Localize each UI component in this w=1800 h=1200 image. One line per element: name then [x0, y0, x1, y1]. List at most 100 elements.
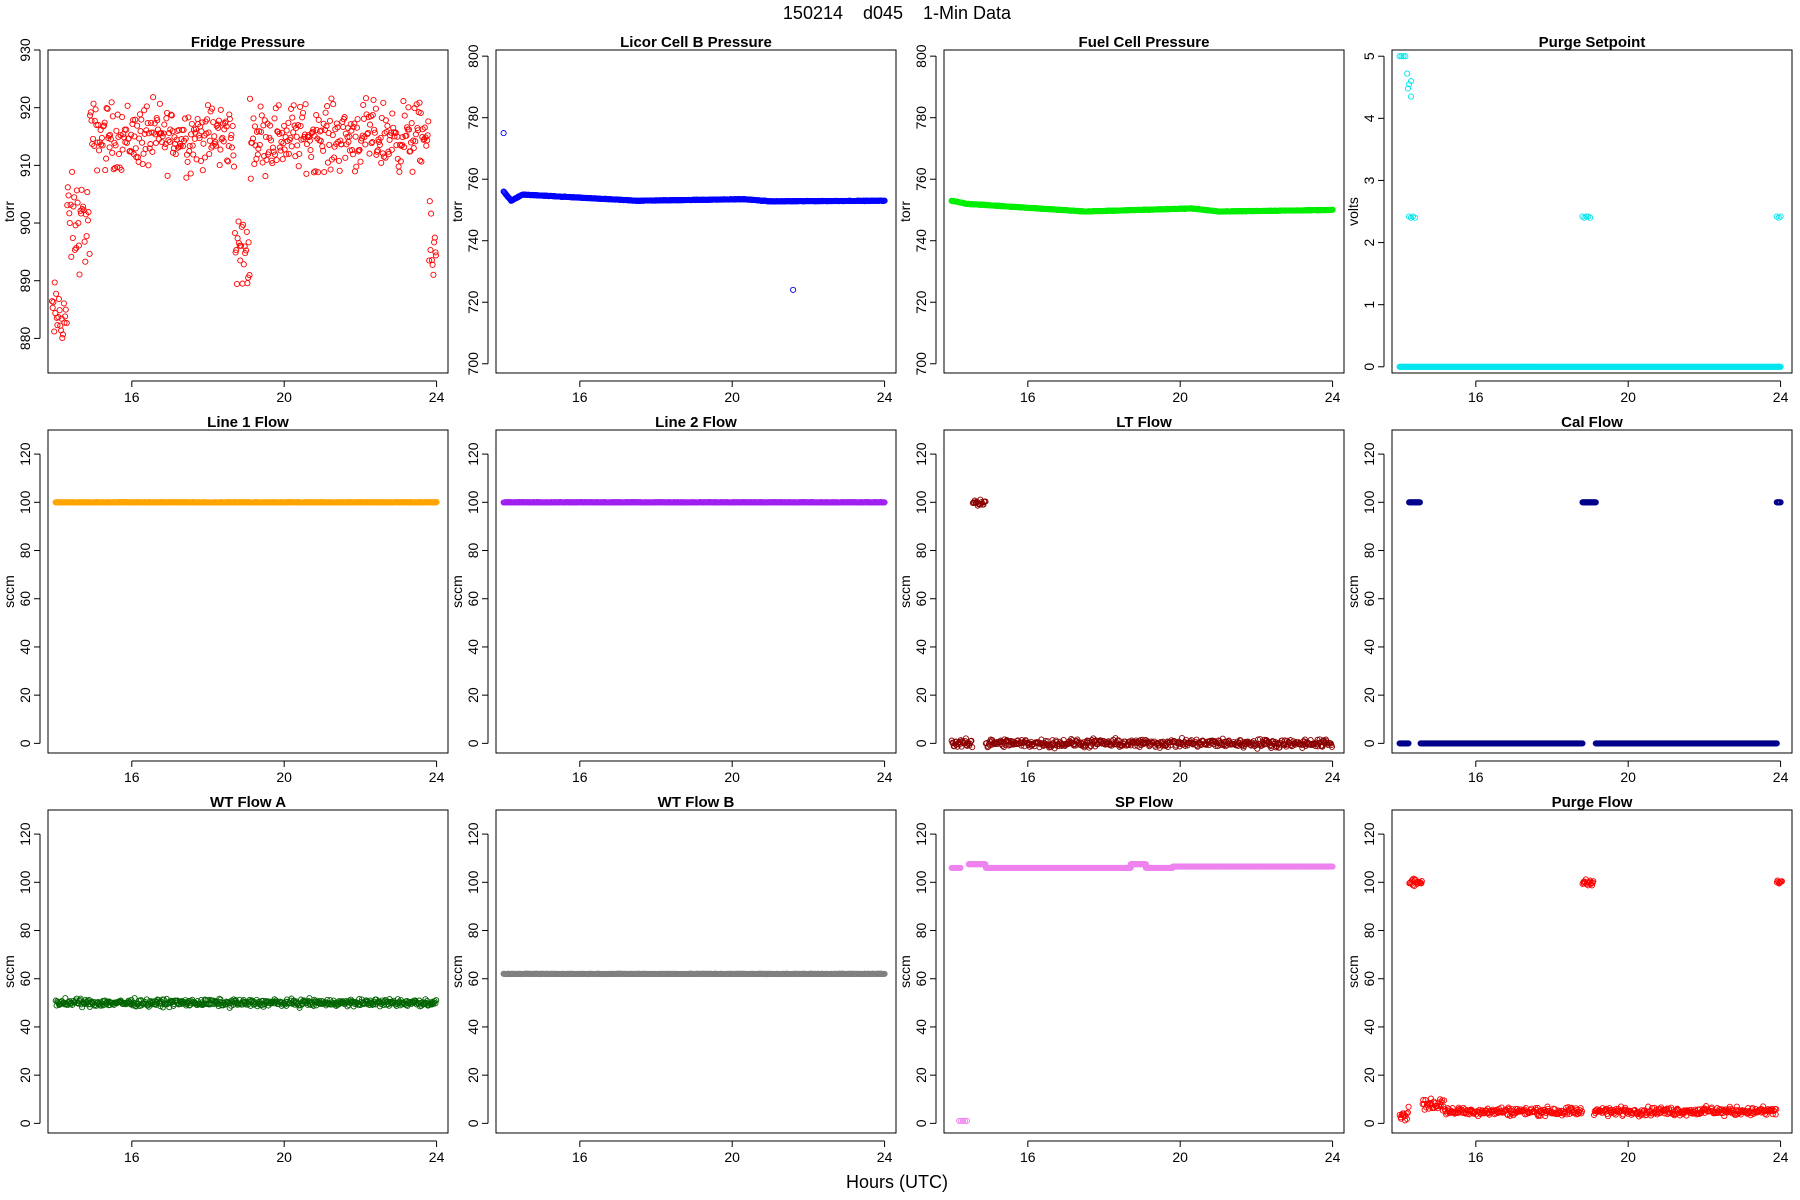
- plot-frame: [1391, 49, 1793, 374]
- data-point: [315, 116, 322, 123]
- data-point: [59, 331, 67, 338]
- data-point: [233, 280, 240, 288]
- data-point: [62, 995, 69, 1002]
- data-point: [1416, 499, 1423, 506]
- data-point: [326, 141, 333, 148]
- data-point: [101, 122, 108, 129]
- data-point: [388, 129, 395, 136]
- data-series: [948, 496, 1336, 752]
- data-point: [149, 148, 156, 155]
- data-point: [400, 98, 407, 105]
- data-point: [314, 169, 322, 176]
- data-point: [223, 123, 230, 130]
- data-point: [431, 234, 438, 241]
- y-axis-label: torr: [1, 201, 17, 222]
- data-point: [289, 114, 296, 121]
- data-point: [242, 250, 249, 257]
- data-point: [136, 135, 143, 142]
- data-point: [183, 174, 190, 181]
- data-point: [271, 115, 278, 122]
- data-point: [240, 221, 247, 228]
- y-tick-label: 80: [1361, 543, 1377, 559]
- data-point: [285, 119, 292, 126]
- x-tick-label: 24: [877, 389, 893, 405]
- data-point: [391, 133, 398, 140]
- data-point: [87, 109, 94, 116]
- panel-title: LT Flow: [1116, 414, 1172, 431]
- y-tick-label: 880: [17, 327, 33, 351]
- data-point: [323, 122, 330, 130]
- data-point: [387, 132, 394, 139]
- y-tick-label: 760: [465, 167, 481, 191]
- x-tick-label: 16: [572, 389, 588, 405]
- data-point: [137, 128, 144, 135]
- data-point: [107, 136, 114, 143]
- data-point: [1411, 214, 1418, 221]
- data-point: [372, 105, 379, 112]
- y-tick-label: 890: [17, 269, 33, 293]
- data-point: [110, 166, 117, 173]
- y-tick-label: 100: [17, 870, 33, 894]
- data-point: [219, 134, 226, 141]
- x-tick-label: 20: [1620, 769, 1636, 785]
- data-point: [380, 153, 387, 160]
- data-point: [357, 158, 364, 165]
- data-point: [237, 257, 244, 264]
- data-point: [1396, 53, 1403, 60]
- data-point: [306, 137, 313, 144]
- x-tick-label: 24: [1325, 389, 1341, 405]
- data-point: [263, 156, 270, 163]
- data-point: [267, 137, 275, 144]
- data-point: [312, 168, 319, 175]
- data-point: [61, 319, 68, 326]
- data-point: [182, 135, 189, 142]
- data-point: [1074, 736, 1081, 743]
- y-tick-label: 40: [17, 639, 33, 655]
- data-point: [271, 151, 279, 158]
- y-tick-label: 20: [17, 687, 33, 703]
- data-point: [424, 132, 431, 139]
- data-point: [136, 111, 144, 118]
- data-point: [118, 166, 125, 173]
- data-point: [1245, 740, 1253, 747]
- y-tick-label: 780: [913, 106, 929, 130]
- data-point: [283, 151, 290, 158]
- data-point: [500, 130, 507, 137]
- data-point: [184, 158, 191, 165]
- data-point: [141, 130, 148, 137]
- data-point: [352, 133, 359, 140]
- y-tick-label: 120: [465, 442, 481, 466]
- data-point: [170, 145, 177, 152]
- data-point: [166, 138, 173, 145]
- data-point: [199, 167, 206, 174]
- data-point: [75, 242, 82, 249]
- data-point: [258, 112, 265, 119]
- data-point: [69, 234, 76, 242]
- y-tick-label: 0: [913, 739, 929, 747]
- data-point: [346, 147, 353, 154]
- panel-title: Fridge Pressure: [191, 34, 305, 51]
- x-tick-label: 20: [276, 389, 292, 405]
- y-tick-label: 100: [913, 490, 929, 514]
- data-point: [418, 158, 425, 165]
- data-series: [500, 499, 888, 506]
- data-point: [200, 140, 207, 147]
- data-point: [169, 128, 176, 135]
- data-point: [1777, 363, 1784, 370]
- data-point: [226, 111, 233, 118]
- data-point: [84, 189, 91, 196]
- data-point: [225, 142, 232, 150]
- data-point: [999, 742, 1006, 749]
- data-point: [62, 306, 69, 313]
- plot-frame: [47, 429, 449, 754]
- data-point: [365, 129, 372, 136]
- data-point: [297, 122, 304, 130]
- data-point: [328, 95, 335, 102]
- panel-title: Line 1 Flow: [207, 414, 289, 431]
- data-point: [1329, 206, 1336, 213]
- data-point: [330, 154, 338, 161]
- data-point: [370, 96, 377, 104]
- data-point: [114, 164, 121, 171]
